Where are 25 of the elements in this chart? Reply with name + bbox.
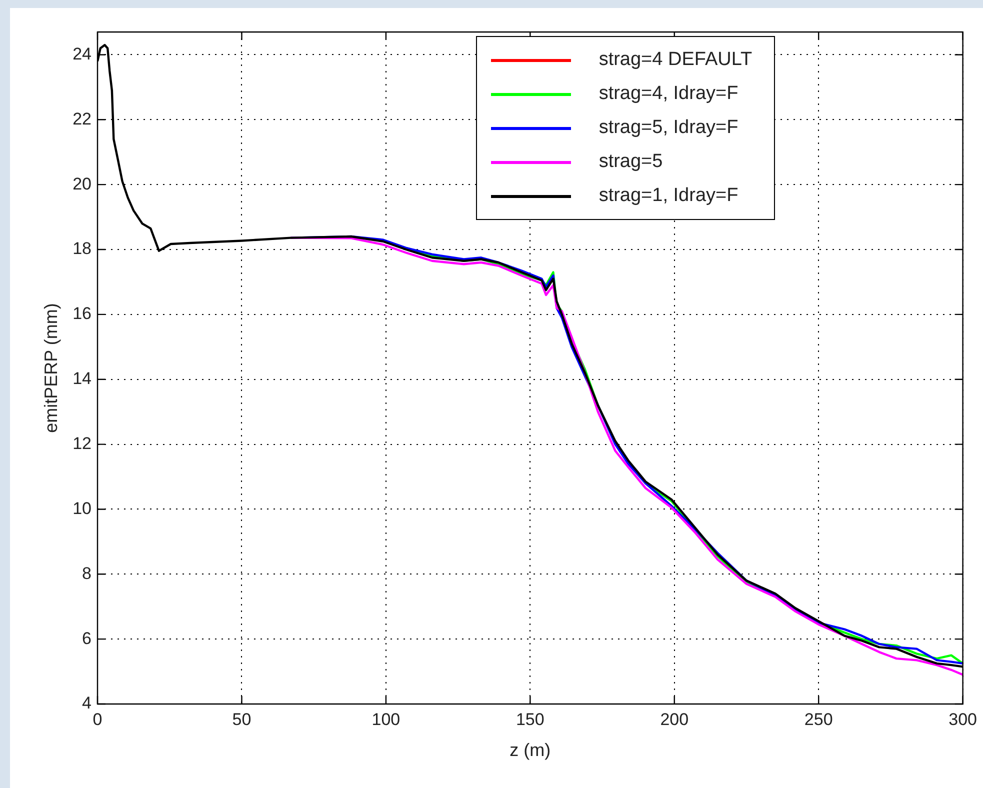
x-tick-label: 200 (660, 710, 689, 729)
legend-label: strag=4, Idray=F (598, 83, 738, 105)
x-axis-title: z (m) (510, 740, 551, 760)
y-tick-label: 4 (82, 694, 92, 713)
y-tick-label: 16 (72, 304, 92, 324)
legend-label: strag=5 (598, 151, 663, 173)
y-tick-label: 20 (72, 174, 92, 194)
y-tick-label: 14 (72, 369, 92, 388)
y-tick-label: 12 (72, 434, 92, 453)
legend-label: strag=5, Idray=F (598, 117, 738, 139)
y-tick-label: 22 (72, 109, 92, 128)
y-tick-label: 18 (72, 239, 92, 258)
y-tick-label: 8 (82, 564, 92, 583)
x-tick-label: 300 (948, 710, 978, 729)
x-tick-label: 250 (804, 710, 833, 729)
x-tick-label: 50 (232, 710, 252, 729)
legend-label: strag=1, Idray=F (598, 185, 738, 207)
x-tick-label: 100 (372, 710, 400, 729)
y-axis-title: emitPERP (mm) (40, 303, 61, 433)
x-tick-label: 150 (516, 710, 544, 729)
legend-label: strag=4 DEFAULT (598, 49, 752, 71)
y-tick-label: 24 (72, 44, 92, 64)
x-tick-label: 0 (92, 710, 102, 729)
y-tick-label: 10 (72, 498, 92, 518)
y-tick-label: 6 (82, 628, 92, 648)
